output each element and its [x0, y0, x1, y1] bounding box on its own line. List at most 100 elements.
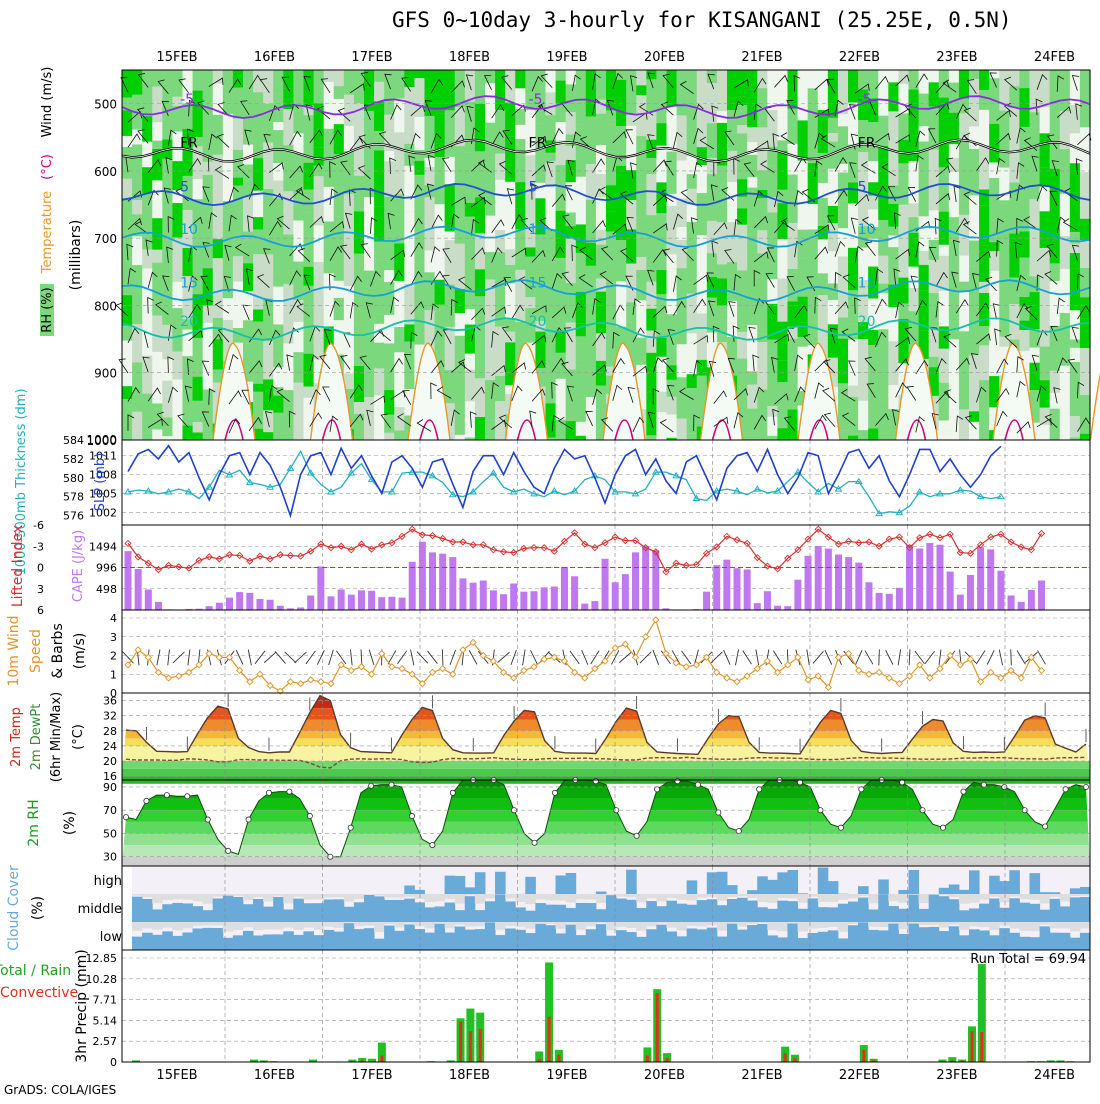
rh-cell: [1060, 413, 1071, 440]
cloud-cell: [455, 876, 466, 894]
rh-cell: [737, 359, 748, 407]
wind-barb-10m: [361, 649, 362, 665]
rh-cell: [747, 89, 758, 97]
precip-convective-legend: Convective: [0, 985, 78, 1001]
cloud-cell: [505, 929, 516, 950]
rh-cell: [203, 217, 214, 246]
rh-cell: [798, 70, 809, 111]
cloud-cell: [697, 929, 708, 950]
cloud-gap-cell: [132, 894, 143, 896]
cape-bar: [328, 596, 335, 610]
cape-bar: [338, 590, 345, 610]
rh-cell: [213, 115, 224, 134]
cape-bar: [734, 568, 741, 610]
cloud-cell: [233, 935, 244, 950]
rh-cell: [152, 141, 163, 149]
cloud-gap-cell: [888, 922, 899, 923]
rh-cell: [586, 243, 597, 266]
cloud-gap-cell: [475, 894, 486, 904]
rh-cell: [152, 403, 163, 418]
cloud-gap-cell: [556, 922, 567, 929]
cloud-cell: [515, 930, 526, 950]
rh-cell: [646, 174, 657, 215]
cloud-gap-cell: [1040, 894, 1051, 903]
rh-cell: [354, 294, 365, 325]
precip-convective-bar: [793, 1058, 796, 1062]
rh-cell: [979, 146, 990, 190]
cloud-cell: [283, 931, 294, 950]
rh-cell: [1019, 70, 1030, 88]
cloud-gap-cell: [747, 922, 758, 924]
rh-cell: [697, 193, 708, 235]
rh-cell: [707, 70, 718, 83]
cape-bar: [835, 555, 842, 610]
cape-bar: [855, 563, 862, 610]
rh-cell: [596, 333, 607, 361]
cloud-gap-cell: [354, 922, 365, 926]
rh-point: [981, 782, 986, 787]
cloud-gap-cell: [949, 894, 960, 897]
lifted-index-line: [128, 529, 1042, 572]
rh-cell: [636, 136, 647, 146]
wind-barb-10m: [813, 651, 823, 663]
rh-cell: [374, 282, 385, 315]
cloud-gap-cell: [324, 894, 335, 897]
rh-cell: [1050, 326, 1061, 371]
cloud-cell: [435, 906, 446, 922]
rh-cell: [818, 295, 829, 332]
rh-cell: [646, 435, 657, 440]
cloud-cell: [293, 935, 304, 950]
rh-band: [122, 799, 1090, 811]
cloud-gap-cell: [767, 894, 778, 903]
cape-bar: [591, 601, 598, 610]
rh-cell: [132, 292, 143, 324]
cloud-gap-cell: [858, 894, 869, 896]
rh-cell: [283, 390, 294, 407]
rh-cell: [253, 217, 264, 229]
rh-cell: [384, 315, 395, 344]
rh-cell: [273, 359, 284, 368]
cloud-cell: [495, 894, 506, 922]
date-label-top: 18FEB: [449, 50, 490, 65]
cloud-cell: [707, 899, 718, 922]
cloud-gap-cell: [475, 922, 486, 926]
precip-convective-bar: [970, 1031, 973, 1062]
rh-cell: [253, 229, 264, 254]
date-label-bottom: 22FEB: [839, 1068, 880, 1083]
rh-cell: [485, 185, 496, 216]
cape-bar: [378, 597, 385, 610]
rh-cell: [656, 270, 667, 294]
rh-cell: [949, 368, 960, 410]
rh-cell: [939, 245, 950, 256]
rh-cell: [989, 271, 1000, 308]
cloud-cell: [1019, 937, 1030, 950]
cloud-cell: [838, 938, 849, 950]
cloud-cell: [303, 903, 314, 922]
rh-cell: [636, 270, 647, 300]
rh-cell: [495, 180, 506, 219]
cloud-cell: [717, 872, 728, 894]
rh-band: [122, 833, 1090, 845]
rh-cell: [374, 70, 385, 82]
rh-cell: [596, 114, 607, 145]
rh-tick-label: 70: [103, 804, 117, 817]
rh-cell: [485, 353, 496, 380]
cloud-gap-cell: [868, 894, 879, 903]
rh-cell: [959, 255, 970, 281]
cape-bar: [459, 578, 466, 610]
cloud-cell: [455, 910, 466, 922]
cloud-cell: [646, 929, 657, 950]
rh-cell: [203, 162, 214, 175]
cloud-cell: [878, 930, 889, 950]
rh-cell: [697, 165, 708, 193]
cloud-gap-cell: [152, 894, 163, 903]
rh-cell: [838, 114, 849, 126]
rh-cell: [556, 331, 567, 353]
wind-barb-10m: [773, 651, 781, 665]
rh-cell: [132, 248, 143, 266]
cloud-gap-cell: [1080, 922, 1091, 928]
rh-cell: [979, 245, 990, 282]
rh-cell: [868, 239, 879, 267]
rh-cell: [576, 422, 587, 436]
precip-convective-bar: [548, 1017, 551, 1062]
